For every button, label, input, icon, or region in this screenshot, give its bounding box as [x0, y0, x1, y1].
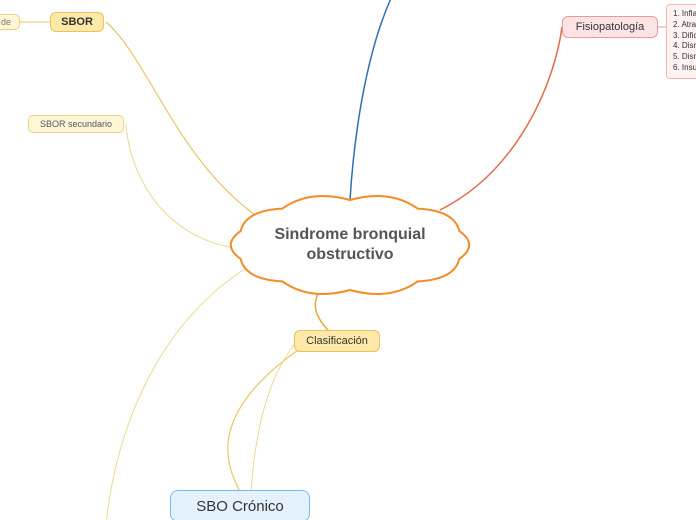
node-sbo-cronico[interactable]: SBO Crónico — [170, 490, 310, 520]
node-left-fragment: de — [0, 14, 20, 30]
fisiopatologia-list: 1. Inflama2. Atrapa3. Dificul4. Dismin5.… — [666, 4, 696, 79]
node-sbor-secundario[interactable]: SBOR secundario — [28, 115, 124, 133]
node-clasificacion[interactable]: Clasificación — [294, 330, 380, 352]
node-fisiopatologia[interactable]: Fisiopatología — [562, 16, 658, 38]
central-node[interactable]: Sindrome bronquialobstructivo — [260, 215, 440, 275]
mindmap-canvas: { "central": { "title": "Sindrome bronqu… — [0, 0, 696, 520]
node-sbor[interactable]: SBOR — [50, 12, 104, 32]
